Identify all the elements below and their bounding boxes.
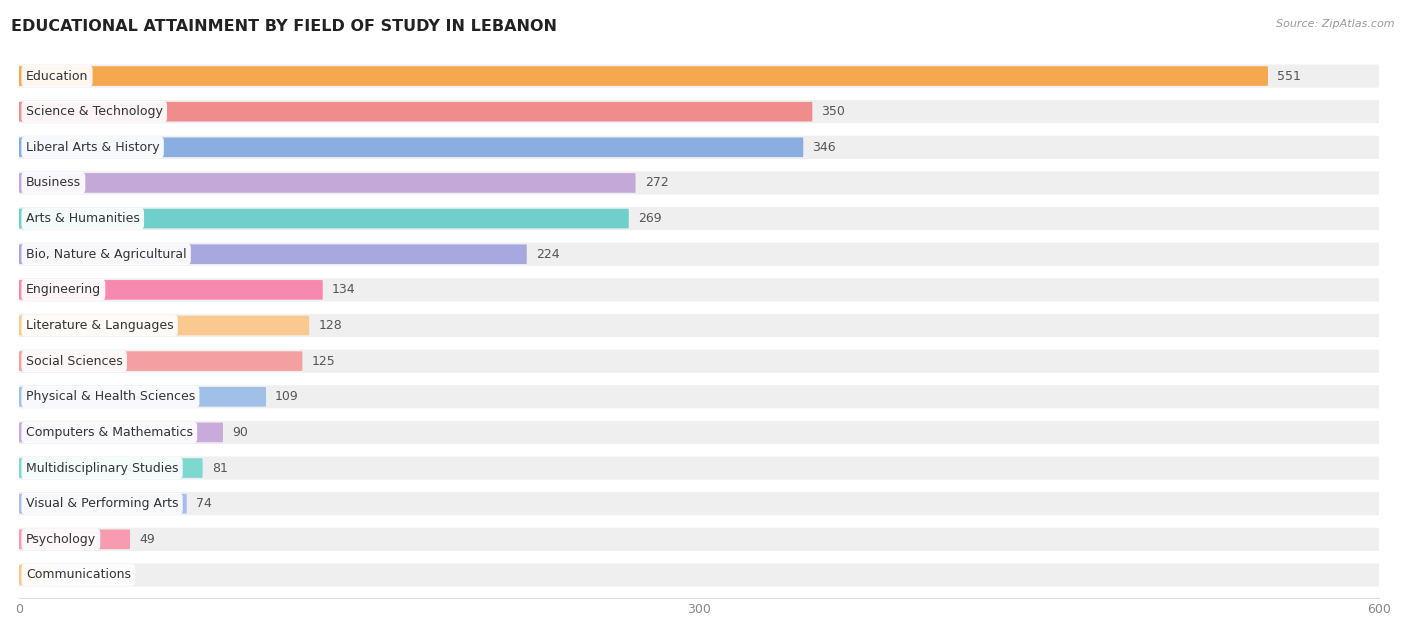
Text: 14: 14 — [60, 569, 76, 582]
FancyBboxPatch shape — [20, 421, 1379, 444]
FancyBboxPatch shape — [20, 350, 1379, 373]
Text: 269: 269 — [638, 212, 661, 225]
Text: 224: 224 — [536, 248, 560, 261]
FancyBboxPatch shape — [20, 492, 1379, 516]
FancyBboxPatch shape — [20, 314, 1379, 337]
Text: 90: 90 — [232, 426, 247, 439]
Text: EDUCATIONAL ATTAINMENT BY FIELD OF STUDY IN LEBANON: EDUCATIONAL ATTAINMENT BY FIELD OF STUDY… — [11, 19, 557, 34]
Text: 74: 74 — [195, 497, 212, 510]
Text: Bio, Nature & Agricultural: Bio, Nature & Agricultural — [25, 248, 187, 261]
FancyBboxPatch shape — [20, 66, 1268, 86]
Text: 125: 125 — [311, 355, 335, 368]
FancyBboxPatch shape — [20, 209, 628, 228]
FancyBboxPatch shape — [20, 423, 224, 442]
FancyBboxPatch shape — [20, 456, 1379, 480]
Text: Computers & Mathematics: Computers & Mathematics — [25, 426, 193, 439]
FancyBboxPatch shape — [20, 494, 187, 514]
FancyBboxPatch shape — [20, 136, 1379, 159]
FancyBboxPatch shape — [20, 529, 131, 549]
Text: 128: 128 — [318, 319, 342, 332]
Text: Liberal Arts & History: Liberal Arts & History — [25, 141, 159, 154]
Text: Literature & Languages: Literature & Languages — [25, 319, 173, 332]
Text: 272: 272 — [644, 177, 668, 189]
FancyBboxPatch shape — [20, 100, 1379, 123]
Text: Business: Business — [25, 177, 82, 189]
FancyBboxPatch shape — [20, 278, 1379, 302]
FancyBboxPatch shape — [20, 102, 813, 121]
FancyBboxPatch shape — [20, 528, 1379, 551]
FancyBboxPatch shape — [20, 64, 1379, 88]
Text: Science & Technology: Science & Technology — [25, 105, 163, 118]
Text: Engineering: Engineering — [25, 283, 101, 297]
Text: 109: 109 — [276, 391, 299, 403]
FancyBboxPatch shape — [20, 207, 1379, 230]
Text: Communications: Communications — [25, 569, 131, 582]
Text: Physical & Health Sciences: Physical & Health Sciences — [25, 391, 195, 403]
Text: Arts & Humanities: Arts & Humanities — [25, 212, 139, 225]
Text: 81: 81 — [212, 461, 228, 475]
FancyBboxPatch shape — [20, 172, 1379, 194]
Text: Psychology: Psychology — [25, 533, 96, 546]
Text: Source: ZipAtlas.com: Source: ZipAtlas.com — [1277, 19, 1395, 29]
Text: 49: 49 — [139, 533, 155, 546]
FancyBboxPatch shape — [20, 244, 527, 264]
FancyBboxPatch shape — [20, 138, 803, 157]
FancyBboxPatch shape — [20, 243, 1379, 266]
FancyBboxPatch shape — [20, 458, 202, 478]
FancyBboxPatch shape — [20, 173, 636, 192]
Text: 551: 551 — [1277, 69, 1301, 83]
Text: Education: Education — [25, 69, 89, 83]
Text: Social Sciences: Social Sciences — [25, 355, 122, 368]
FancyBboxPatch shape — [20, 387, 266, 406]
FancyBboxPatch shape — [20, 316, 309, 335]
FancyBboxPatch shape — [20, 351, 302, 371]
FancyBboxPatch shape — [20, 280, 323, 300]
Text: 134: 134 — [332, 283, 356, 297]
Text: Visual & Performing Arts: Visual & Performing Arts — [25, 497, 179, 510]
FancyBboxPatch shape — [20, 563, 1379, 587]
Text: Multidisciplinary Studies: Multidisciplinary Studies — [25, 461, 179, 475]
FancyBboxPatch shape — [20, 565, 51, 585]
Text: 346: 346 — [813, 141, 837, 154]
FancyBboxPatch shape — [20, 385, 1379, 408]
Text: 350: 350 — [821, 105, 845, 118]
